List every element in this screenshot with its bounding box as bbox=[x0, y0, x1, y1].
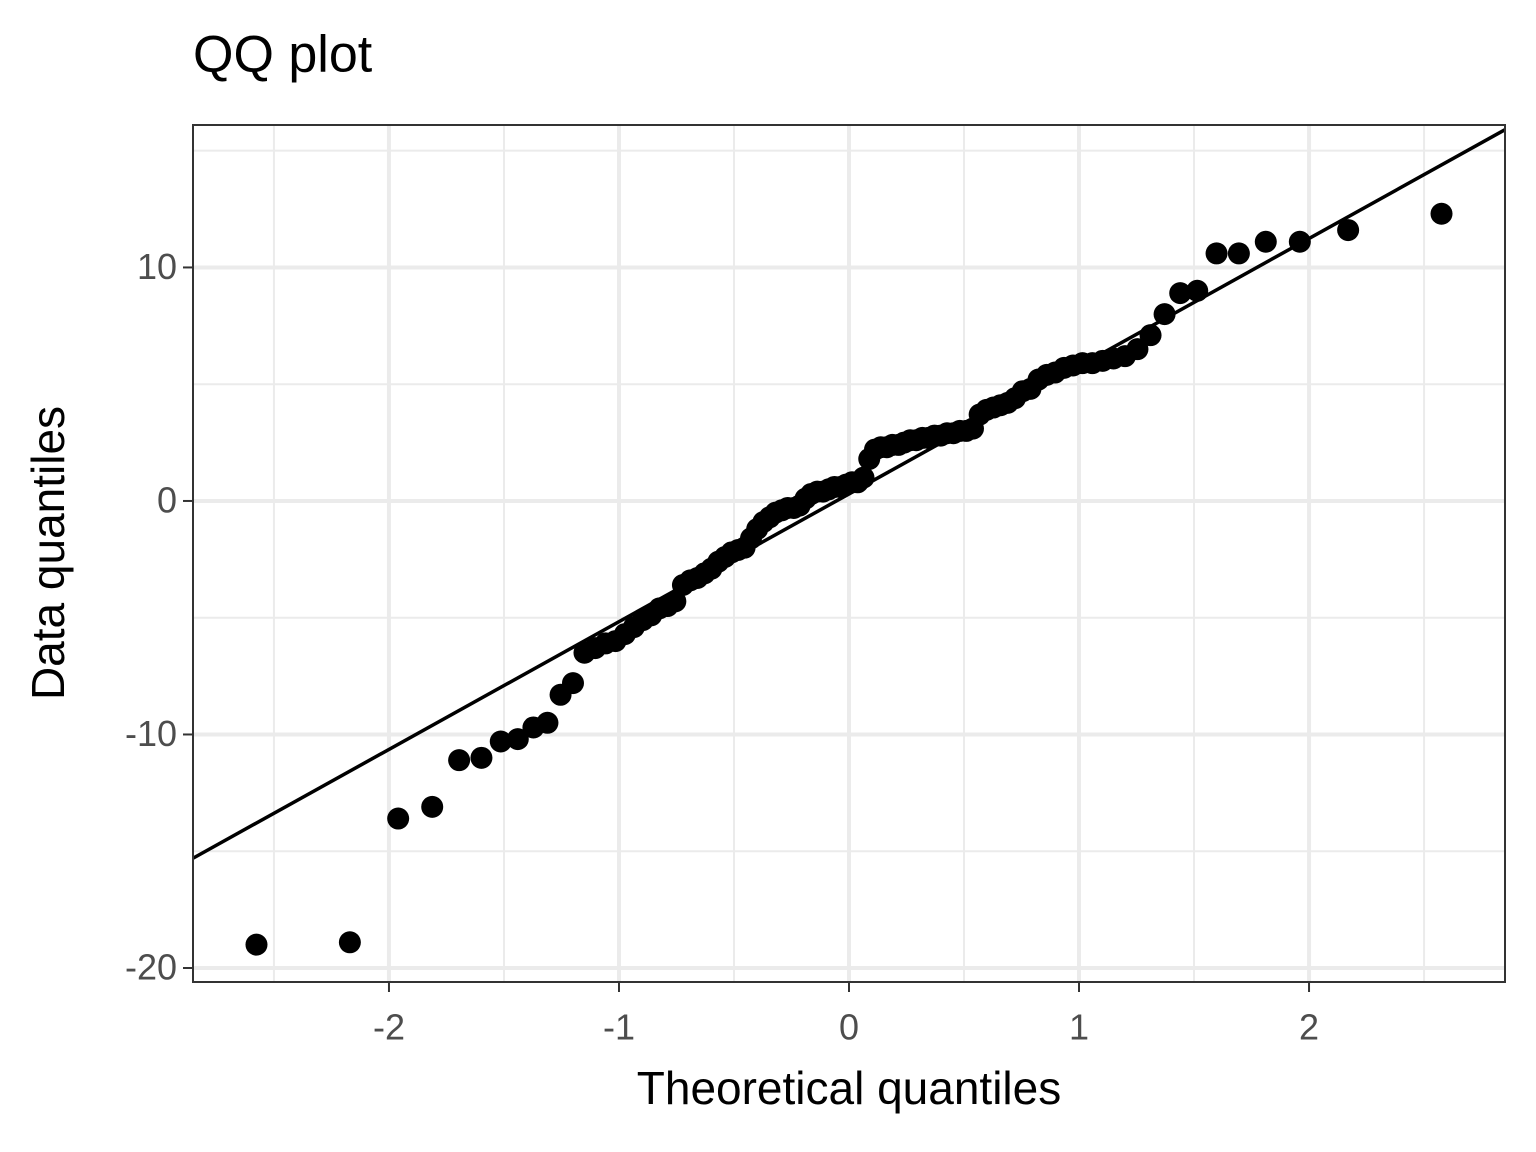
point bbox=[338, 931, 361, 954]
point bbox=[1186, 279, 1209, 302]
point bbox=[1205, 242, 1228, 265]
point bbox=[448, 749, 471, 772]
point bbox=[1153, 303, 1176, 326]
y-tick-label: -10 bbox=[125, 713, 177, 754]
point bbox=[1430, 202, 1453, 225]
point bbox=[664, 590, 687, 613]
x-tick-label: 1 bbox=[1069, 1007, 1089, 1048]
x-tick-label: -1 bbox=[603, 1007, 635, 1048]
panel-border bbox=[192, 124, 1506, 983]
point bbox=[470, 746, 493, 769]
y-axis-label: Data quantiles bbox=[22, 406, 74, 700]
point bbox=[421, 795, 444, 818]
reference-line bbox=[192, 128, 1506, 860]
point bbox=[387, 807, 410, 830]
point bbox=[245, 933, 268, 956]
point bbox=[1169, 282, 1192, 305]
x-tick-label: 0 bbox=[839, 1007, 859, 1048]
chart-title: QQ plot bbox=[193, 26, 373, 84]
x-tick-label: -2 bbox=[373, 1007, 405, 1048]
point bbox=[506, 728, 529, 751]
point bbox=[1126, 338, 1149, 361]
point bbox=[561, 672, 584, 695]
y-tick-label: -20 bbox=[125, 947, 177, 988]
point bbox=[1254, 230, 1277, 253]
y-tick-label: 10 bbox=[137, 246, 177, 287]
point bbox=[1337, 219, 1360, 242]
y-tick-label: 0 bbox=[157, 479, 177, 520]
x-axis-label: Theoretical quantiles bbox=[637, 1062, 1061, 1114]
point bbox=[1227, 242, 1250, 265]
point bbox=[489, 730, 512, 753]
x-tick-label: 2 bbox=[1299, 1007, 1319, 1048]
point bbox=[536, 711, 559, 734]
